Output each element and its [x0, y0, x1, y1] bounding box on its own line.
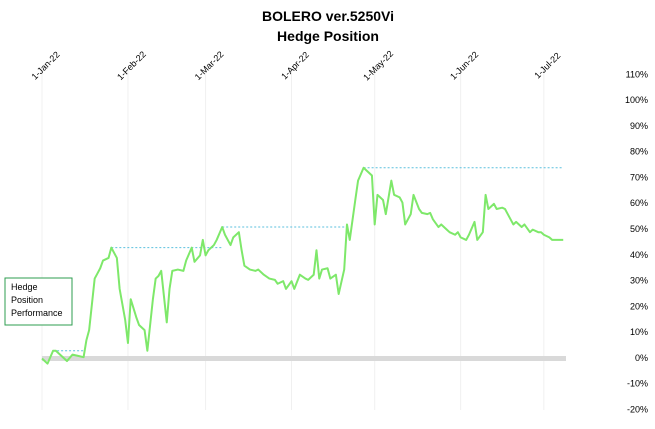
y-tick-label: 10% — [630, 327, 648, 337]
y-tick-label: 60% — [630, 198, 648, 208]
y-tick-label: 110% — [626, 69, 648, 79]
y-tick-label: 90% — [630, 121, 648, 131]
y-tick-label: 100% — [625, 95, 648, 105]
y-tick-label: 80% — [630, 147, 648, 157]
y-tick-label: 20% — [630, 301, 648, 311]
y-tick-label: -10% — [627, 379, 648, 389]
annotation-line: Position — [11, 295, 43, 305]
chart-title: BOLERO ver.5250Vi — [262, 8, 394, 24]
y-tick-label: 40% — [630, 250, 648, 260]
y-tick-label: 30% — [630, 276, 648, 286]
y-tick-label: 50% — [630, 224, 648, 234]
y-tick-label: 0% — [635, 353, 648, 363]
annotation-line: Hedge — [11, 282, 38, 292]
data-line — [41, 166, 564, 365]
chart-subtitle: Hedge Position — [277, 28, 379, 44]
annotation-line: Performance — [11, 308, 63, 318]
y-tick-label: -20% — [627, 404, 648, 414]
annotation-box — [4, 277, 73, 326]
y-tick-label: 70% — [630, 172, 648, 182]
